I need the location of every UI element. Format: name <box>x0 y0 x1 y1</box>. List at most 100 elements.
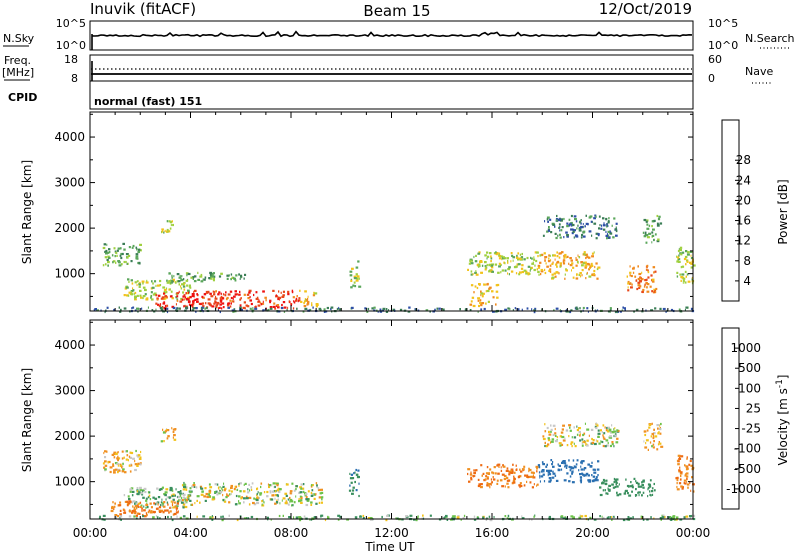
power-cell <box>523 258 526 261</box>
velocity-cell <box>114 462 118 465</box>
velocity-cell <box>116 462 120 466</box>
power-cell <box>269 306 273 309</box>
velocity-cell <box>156 487 159 490</box>
power-cell <box>569 264 573 267</box>
power-cell <box>501 269 505 272</box>
velocity-cell <box>142 515 145 518</box>
power-cell <box>166 220 169 223</box>
power-cell <box>681 251 685 254</box>
velocity-cell <box>268 484 272 487</box>
velocity-cell <box>584 514 587 518</box>
velocity-cell <box>405 515 408 518</box>
velocity-cell <box>167 435 170 438</box>
power-cell <box>183 298 186 301</box>
power-cell <box>507 261 509 264</box>
power-cell <box>246 293 250 296</box>
velocity-cell <box>133 506 136 509</box>
velocity-cell <box>579 514 581 517</box>
velocity-cell <box>208 491 212 494</box>
power-cell <box>575 257 577 260</box>
power-cell <box>238 293 241 296</box>
velocity-cell <box>677 460 680 463</box>
time-tick-label: 04:00 <box>173 526 208 540</box>
velocity-cell <box>591 474 593 477</box>
velocity-cell <box>285 494 288 497</box>
power-cell <box>486 283 489 286</box>
power-cell <box>232 300 235 303</box>
velocity-cell <box>315 493 317 496</box>
velocity-cell <box>275 494 279 497</box>
power-cell <box>492 296 495 299</box>
velocity-cell <box>500 469 503 472</box>
velocity-cell <box>496 479 499 482</box>
power-cell <box>514 307 517 310</box>
velocity-cell <box>618 493 622 496</box>
velocity-cell <box>541 469 545 472</box>
power-cell <box>183 305 185 308</box>
power-cell <box>475 273 479 276</box>
power-cell <box>605 218 608 221</box>
velocity-cell <box>507 479 511 482</box>
velocity-cell <box>589 516 592 519</box>
power-cell <box>494 252 497 255</box>
power-cell <box>214 291 216 294</box>
power-cell <box>650 274 653 277</box>
velocity-cell <box>302 490 305 493</box>
power-cell <box>277 306 280 309</box>
power-cell <box>641 271 643 274</box>
velocity-cell <box>166 437 169 440</box>
power-cell <box>665 310 667 313</box>
power-cell <box>193 275 197 278</box>
power-cell <box>608 217 610 220</box>
power-cell <box>156 298 159 301</box>
velocity-cell <box>351 489 355 492</box>
velocity-cell <box>140 504 143 507</box>
power-cell <box>144 293 147 296</box>
power-cell <box>565 256 567 259</box>
velocity-cell <box>144 490 147 494</box>
velocity-cell <box>486 484 488 487</box>
power-cell <box>577 224 579 227</box>
date-label: 12/Oct/2019 <box>599 0 692 18</box>
power-cell <box>183 288 186 291</box>
velocity-cell <box>169 510 172 513</box>
velocity-cell <box>604 426 606 429</box>
velocity-cell <box>608 484 611 487</box>
power-cell <box>180 279 184 282</box>
power-cell <box>479 301 481 304</box>
power-cell <box>485 302 487 305</box>
velocity-cell <box>142 490 144 493</box>
velocity-cell <box>145 512 148 515</box>
power-cell <box>214 275 216 278</box>
power-cell <box>496 296 499 299</box>
velocity-cell <box>208 483 211 486</box>
velocity-cell <box>681 486 684 489</box>
velocity-cell <box>610 431 612 434</box>
velocity-cell <box>598 442 601 445</box>
velocity-cell <box>549 479 552 482</box>
power-cell <box>556 265 558 268</box>
power-cell <box>209 292 212 295</box>
velocity-cell <box>593 442 597 446</box>
power-colorbar-tick-label: 20 <box>736 193 751 207</box>
power-ytick-label: 1000 <box>54 267 85 281</box>
power-cell <box>552 223 555 226</box>
power-cell <box>497 271 500 274</box>
velocity-cell <box>188 495 190 498</box>
velocity-cell <box>602 516 605 520</box>
velocity-cell <box>112 464 115 467</box>
power-cell <box>123 248 126 251</box>
power-cell <box>470 273 473 276</box>
power-cell <box>249 307 252 310</box>
velocity-cell <box>641 517 644 520</box>
velocity-cell <box>276 482 279 485</box>
power-cell <box>392 308 396 311</box>
power-cell <box>558 256 561 259</box>
power-cell <box>563 258 565 261</box>
power-cell <box>474 285 477 288</box>
power-cell <box>645 220 648 223</box>
velocity-cell <box>177 510 179 513</box>
velocity-cell <box>563 479 567 482</box>
velocity-cell <box>155 515 158 518</box>
velocity-cell <box>141 509 143 512</box>
